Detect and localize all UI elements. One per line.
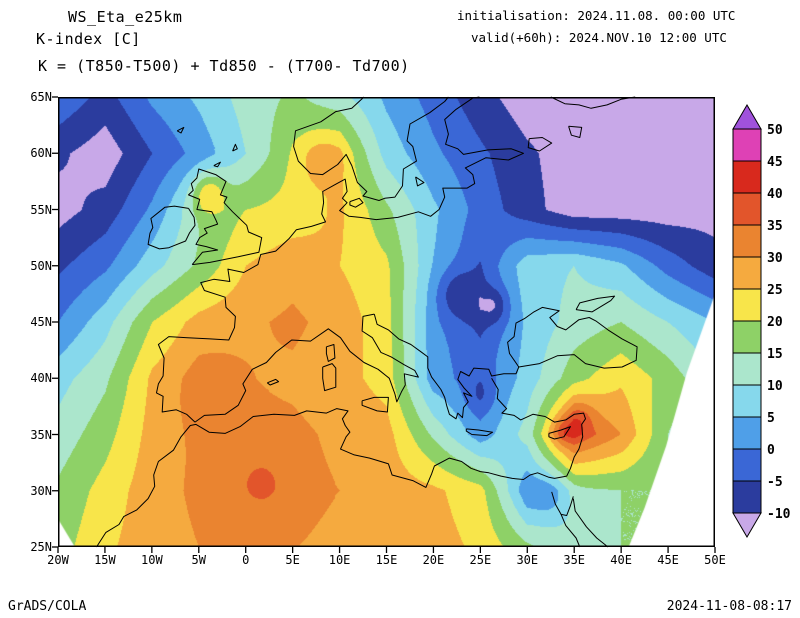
valid-time-label: valid(+60h): 2024.NOV.10 12:00 UTC: [471, 30, 727, 45]
lon-tick-label: 5W: [191, 553, 206, 567]
lon-tick-label: 45E: [657, 553, 679, 567]
colorbar-label: 50: [767, 123, 783, 138]
colorbar-label: 35: [767, 219, 783, 234]
colorbar-label: -10: [767, 507, 791, 522]
grads-credit: GrADS/COLA: [8, 599, 87, 614]
colorbar-label: 10: [767, 379, 783, 394]
lon-tick-label: 25E: [469, 553, 492, 567]
colorbar-segment: [732, 384, 762, 418]
colorbar-label: 15: [767, 347, 783, 362]
colorbar-segment: [732, 448, 762, 482]
lon-tick-label: 20W: [47, 553, 69, 567]
lat-tick-label: 35N: [30, 427, 52, 442]
lon-tick-label: 35E: [563, 553, 586, 567]
lon-tick-label: 0: [242, 553, 250, 567]
lon-tick-label: 40E: [610, 553, 632, 567]
lat-tick-label: 45N: [30, 315, 52, 329]
colorbar-segment: [732, 480, 762, 514]
variable-title: K-index [C]: [36, 30, 141, 48]
k-index-field-canvas: [58, 97, 715, 547]
lon-tick-label: 15W: [94, 553, 116, 567]
init-time-label: initialisation: 2024.11.08. 00:00 UTC: [457, 8, 736, 23]
colorbar-label: 0: [767, 443, 775, 458]
colorbar-label: 5: [767, 411, 775, 426]
lat-tick-label: 65N: [30, 90, 52, 104]
colorbar-segment: [732, 160, 762, 194]
model-title: WS_Eta_e25km: [68, 8, 183, 26]
colorbar-segment: [732, 352, 762, 386]
colorbar-segment: [732, 104, 762, 130]
lon-tick-label: 15E: [375, 553, 398, 567]
lon-tick-label: 5E: [285, 553, 300, 567]
lat-tick-label: 50N: [30, 258, 52, 273]
colorbar-label: 40: [767, 187, 783, 202]
colorbar-label: 20: [767, 315, 783, 330]
lat-tick-label: 60N: [30, 146, 52, 161]
lon-tick-label: 10E: [328, 553, 351, 567]
lon-tick-label: 10W: [141, 553, 163, 567]
colorbar-segment: [732, 256, 762, 290]
colorbar-segment: [732, 288, 762, 322]
lon-tick-label: 20E: [422, 553, 445, 567]
lat-tick-label: 40N: [30, 371, 52, 386]
colorbar-segment: [732, 512, 762, 538]
formula-text: K = (T850-T500) + Td850 - (T700- Td700): [38, 57, 410, 75]
colorbar-label: 25: [767, 283, 783, 298]
colorbar-segment: [732, 320, 762, 354]
lon-tick-label: 50E: [704, 553, 726, 567]
lat-tick-label: 55N: [30, 202, 52, 217]
creation-timestamp: 2024-11-08-08:17: [666, 599, 792, 614]
colorbar-segment: [732, 416, 762, 450]
lon-tick-label: 30E: [516, 553, 539, 567]
colorbar-segment: [732, 192, 762, 226]
lat-tick-label: 30N: [30, 483, 52, 498]
lat-tick-label: 25N: [30, 540, 52, 554]
colorbar-segment: [732, 128, 762, 162]
map-plot-area: 65N 60N 55N 50N 45N 40N 35N 30N 25N 20W 15W 10W 5W 0 5…: [30, 90, 726, 567]
colorbar-label: -5: [767, 475, 783, 490]
colorbar-segment: [732, 224, 762, 258]
colorbar-label: 30: [767, 251, 783, 266]
colorbar-label: 45: [767, 155, 783, 170]
